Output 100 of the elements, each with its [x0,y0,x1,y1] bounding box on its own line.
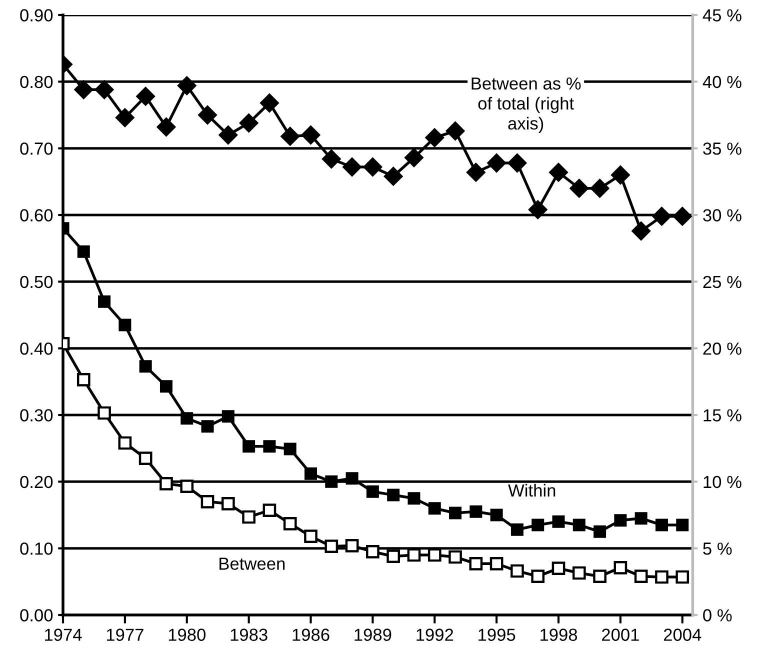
x-tick-label: 1992 [416,628,454,641]
point [98,406,111,420]
point [322,149,341,169]
point [366,485,379,498]
y2-tick-label: 20 % [703,342,742,355]
point [201,420,214,433]
point [614,514,627,527]
y-tick-label: 0.40 [20,342,53,355]
point [614,561,628,574]
y2-tick-label: 15 % [704,409,742,422]
point [301,125,320,145]
point [404,148,424,168]
point [652,206,672,226]
point [283,517,297,530]
point [222,410,234,423]
point [469,557,483,570]
y-tick-label: 0.10 [20,542,53,555]
point [342,157,362,177]
point [572,566,586,580]
point [386,550,400,563]
point [118,436,132,450]
point [262,504,276,517]
point [115,108,134,128]
point [77,245,90,258]
point [239,113,258,133]
series-label: Within [508,484,556,497]
point [508,153,527,173]
point [470,505,482,518]
y-tick-label: 0.90 [20,9,53,22]
y2-tick-label: 25 % [703,276,742,288]
point [552,562,566,575]
point [672,206,692,226]
point [425,128,444,148]
point [260,93,279,113]
y-tick-label: 0.00 [20,609,53,622]
point [284,442,296,456]
point [222,497,235,510]
point [384,166,403,186]
x-tick-label: 1983 [230,628,268,641]
point [632,221,651,241]
point [449,506,462,520]
x-tick-label: 1980 [168,628,206,641]
point [528,200,548,220]
point [324,540,338,553]
point [466,162,486,182]
x-tick-label: 1977 [106,628,144,641]
point [263,440,276,453]
point [570,178,589,198]
y2-tick-label: 30 % [703,209,742,222]
point [676,570,690,584]
point [448,550,462,564]
point [304,530,318,543]
point [218,125,238,145]
y-tick-label: 0.80 [20,76,53,88]
point [345,539,359,552]
y-tick-label: 0.30 [20,409,53,422]
point [180,412,194,425]
x-tick-label: 1974 [45,628,82,641]
point [487,153,506,173]
point [136,86,156,106]
point [156,117,176,137]
point [408,492,420,505]
point [510,523,524,536]
point [280,126,300,146]
x-tick-label: 1989 [354,628,392,641]
point [94,80,114,100]
point [655,518,668,532]
x-tick-label: 1995 [478,628,516,641]
point [198,105,218,125]
y-tick-label: 0.60 [20,209,53,222]
y2-tick-label: 0 % [703,609,732,622]
y2-tick-label: 5 % [703,542,732,555]
point [428,502,441,515]
y2-tick-label: 10 % [704,476,742,488]
point [387,488,400,502]
point [74,80,94,100]
point [138,452,152,465]
y-tick-label: 0.70 [20,142,53,155]
x-tick-label: 1986 [292,628,330,641]
point [160,380,172,393]
point [160,477,173,490]
y-tick-label: 0.20 [20,476,53,488]
point [76,373,90,386]
x-tick-label: 2001 [602,628,639,641]
point [98,295,111,308]
y2-tick-label: 45 % [702,9,742,22]
x-tick-label: 2004 [664,628,702,641]
point [177,76,196,96]
point [139,360,152,373]
point [346,472,358,485]
x-tick-label: 1998 [540,628,578,641]
y-tick-label: 0.50 [20,276,53,288]
point [366,545,380,558]
point [610,165,630,185]
point [180,480,194,493]
point [590,178,610,198]
point [548,162,568,182]
point [572,518,586,532]
point [532,518,544,532]
point [634,512,648,525]
